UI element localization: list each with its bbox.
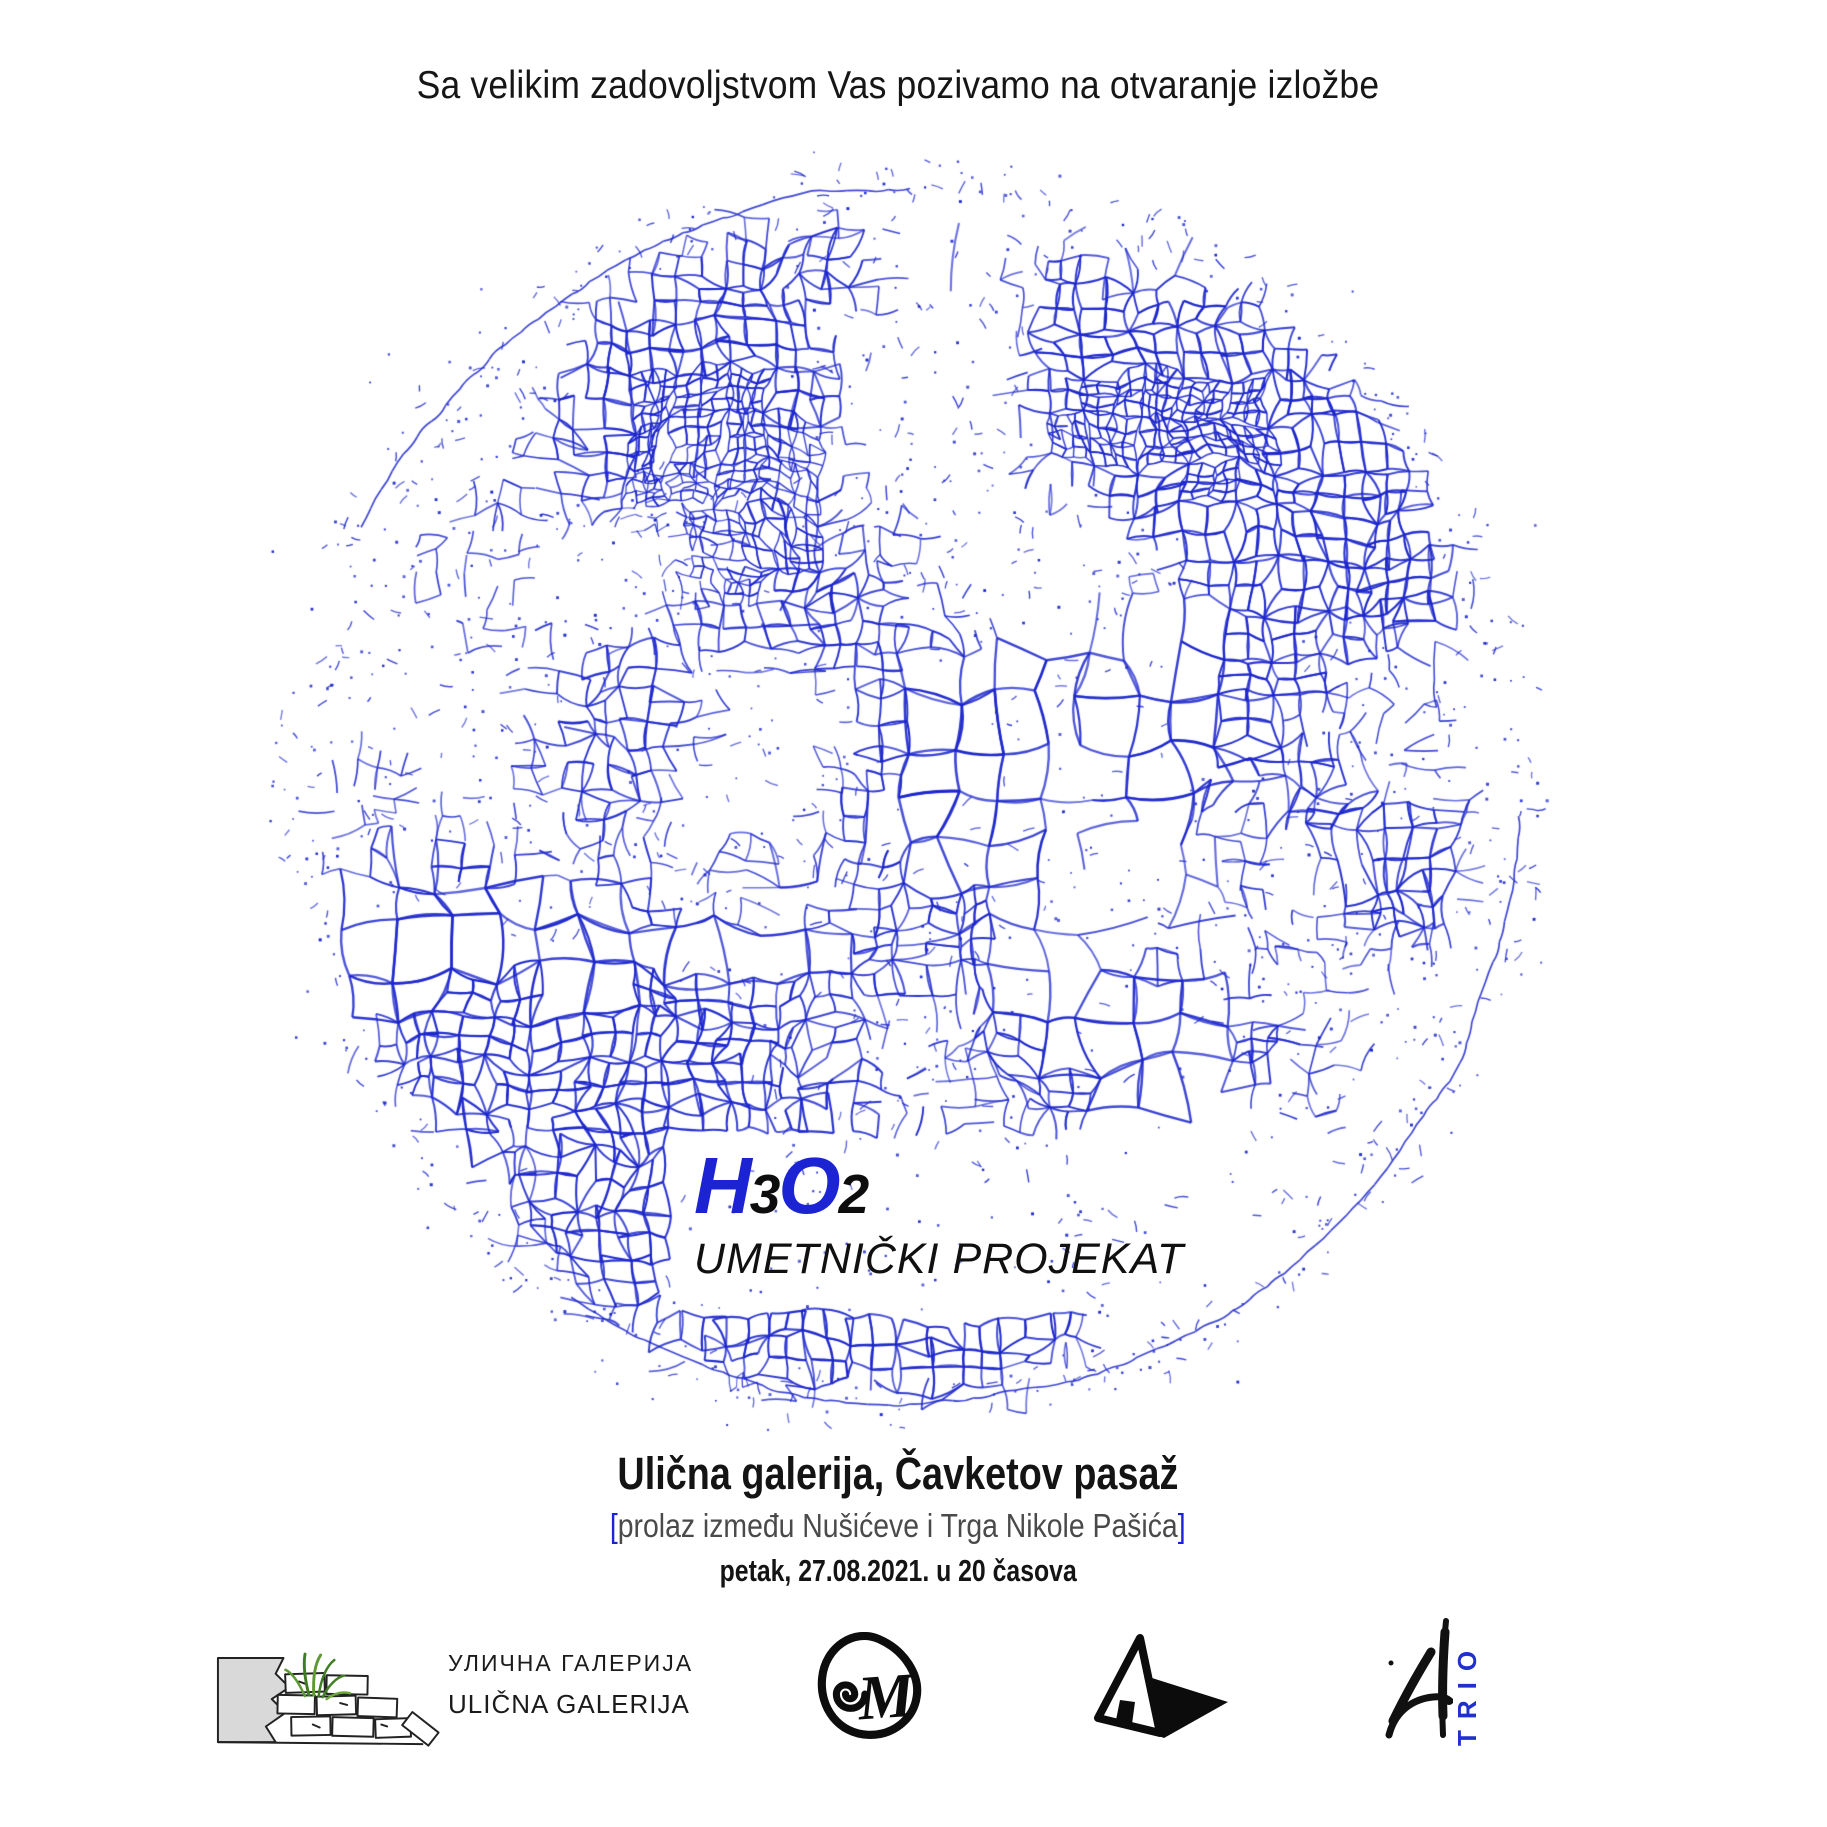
calligraphic-m-icon: M (817, 1632, 922, 1739)
bracket-close: ] (1177, 1507, 1186, 1544)
title-h: H (694, 1141, 752, 1230)
gallery-name-latin: ULIČNA GALERIJA (448, 1689, 690, 1719)
atrio-trio-label: TRIO (1452, 1639, 1482, 1746)
event-datetime-line: petak, 27.08.2021. u 20 časova (0, 1553, 1796, 1589)
title-subtitle: UMETNIČKI PROJEKAT (694, 1235, 1185, 1283)
atrio-logo-text: TRIO (1452, 1628, 1486, 1746)
invitation-text: Sa velikim zadovoljstvom Vas pozivamo na… (416, 64, 1380, 107)
ulicna-galerija-logo-text: УЛИЧНА ГАЛЕРИЈА ULIČNA GALERIJA (448, 1650, 693, 1720)
invitation-line: Sa velikim zadovoljstvom Vas pozivamo na… (0, 64, 1796, 108)
location-note-line: [prolaz između Nušićeve i Trga Nikole Pa… (0, 1507, 1796, 1545)
location-note: prolaz između Nušićeve i Trga Nikole Paš… (618, 1507, 1178, 1544)
gallery-name-cyrillic: УЛИЧНА ГАЛЕРИЈА (448, 1650, 694, 1676)
title-sub3: 3 (749, 1163, 781, 1225)
event-info: Ulična galerija, Čavketov pasaž [prolaz … (0, 1448, 1796, 1589)
mountain-triangle-icon (1094, 1634, 1228, 1738)
title-formula: H3O2 (694, 1146, 1184, 1226)
exhibition-title: H3O2 UMETNIČKI PROJEKAT (694, 1146, 1184, 1281)
voronoi-crackle-pattern (260, 145, 1560, 1445)
title-sub2: 2 (838, 1163, 870, 1225)
brick-wall-grass-icon (216, 1652, 440, 1747)
bracket-open: [ (610, 1507, 619, 1544)
event-datetime: petak, 27.08.2021. u 20 časova (719, 1553, 1077, 1588)
venue-line: Ulična galerija, Čavketov pasaž (617, 1448, 1179, 1499)
brush-a-icon (1385, 1618, 1453, 1739)
title-o: O (778, 1141, 840, 1230)
m-letter: M (855, 1660, 919, 1734)
